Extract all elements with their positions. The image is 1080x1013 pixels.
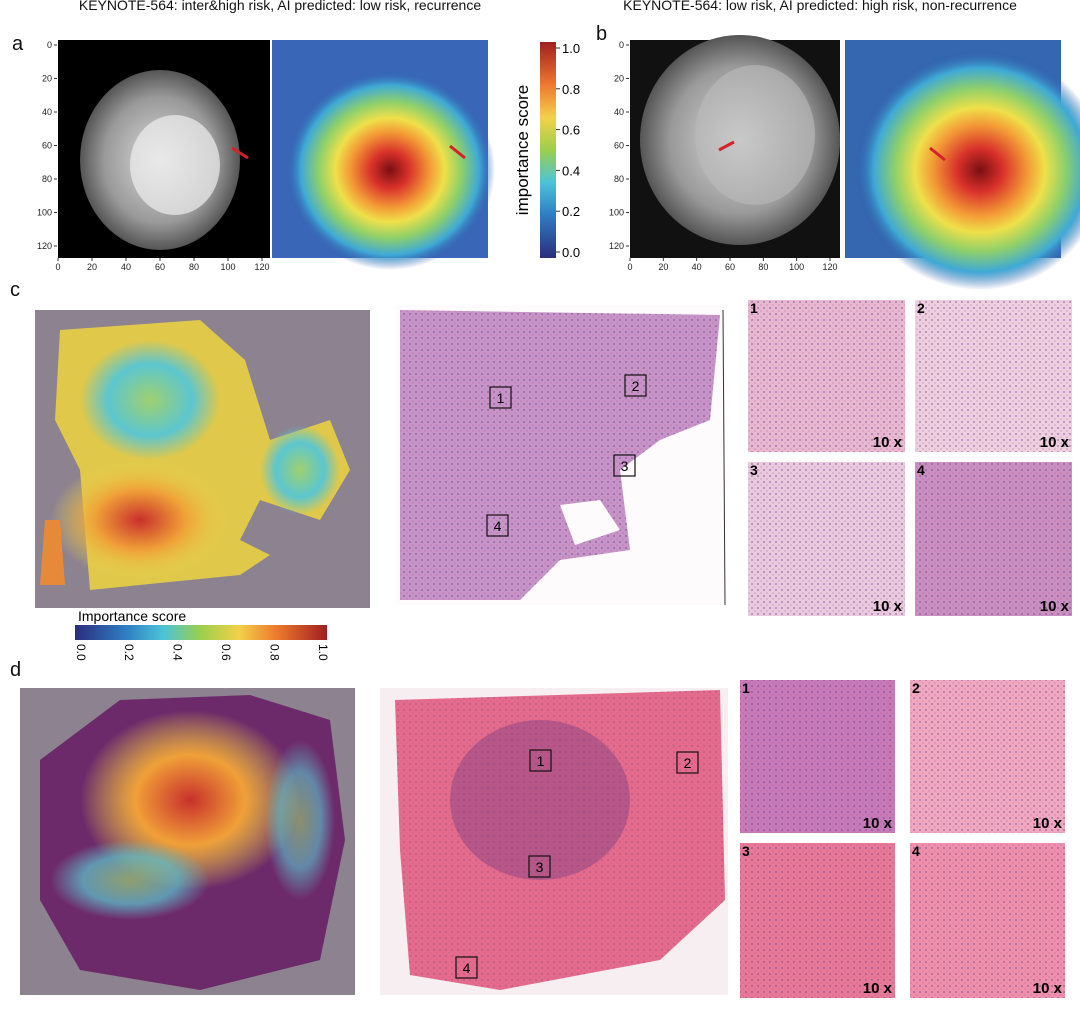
heatmap-d <box>20 688 355 995</box>
ct-image-b <box>630 35 840 258</box>
x-tick-label: 120 <box>254 262 269 272</box>
heatmap-c <box>35 310 370 608</box>
inset-number: 4 <box>912 843 920 859</box>
colorbar-tick-label: 0.2 <box>122 644 136 661</box>
magnification-label: 10 x <box>1040 434 1070 451</box>
region-box <box>624 374 647 397</box>
colorbar <box>540 42 556 258</box>
region-box <box>528 855 551 878</box>
histology-texture <box>740 843 895 998</box>
colorbar-label: importance score <box>513 85 532 215</box>
magnification-label: 10 x <box>1033 815 1063 832</box>
colorbar-tick-label: 1.0 <box>562 41 580 56</box>
panel-label: d <box>10 659 21 681</box>
y-tick-label: 60 <box>42 141 52 151</box>
region-box <box>455 956 478 979</box>
x-tick-label: 40 <box>692 262 702 272</box>
magnification-label: 10 x <box>1040 598 1070 615</box>
panel-label: b <box>596 23 607 45</box>
panel-label: c <box>10 279 20 301</box>
colorbar-tick-label: 0.6 <box>219 644 233 661</box>
histology-texture <box>910 680 1065 833</box>
inset-number: 3 <box>750 462 758 478</box>
x-tick-label: 40 <box>121 262 131 272</box>
x-tick-label: 80 <box>189 262 199 272</box>
y-tick-label: 120 <box>37 241 52 251</box>
histology-texture <box>915 462 1072 616</box>
region-label: 1 <box>497 390 505 406</box>
region-box <box>486 514 509 537</box>
y-tick-label: 20 <box>42 74 52 84</box>
y-tick-label: 0 <box>47 40 52 50</box>
colorbar-tick-label: 0.4 <box>171 644 185 661</box>
x-tick-label: 120 <box>822 262 837 272</box>
region-label: 3 <box>536 859 544 875</box>
region-label: 4 <box>494 518 502 534</box>
colorbar-tick-label: 1.0 <box>316 644 330 661</box>
histology-texture <box>910 843 1065 998</box>
colorbar <box>75 625 327 640</box>
x-tick-label: 100 <box>789 262 804 272</box>
x-tick-label: 80 <box>758 262 768 272</box>
figure-title: KEYNOTE-564: low risk, AI predicted: hig… <box>623 0 1017 13</box>
magnification-label: 10 x <box>863 815 893 832</box>
region-box <box>489 386 512 409</box>
x-tick-label: 100 <box>220 262 235 272</box>
he-slide-c <box>395 305 726 606</box>
inset-number: 1 <box>750 300 758 316</box>
inset-number: 3 <box>742 843 750 859</box>
colorbar-tick-label: 0.2 <box>562 204 580 219</box>
y-tick-label: 60 <box>614 141 624 151</box>
x-tick-label: 20 <box>87 262 97 272</box>
x-tick-label: 60 <box>725 262 735 272</box>
heatmap-b <box>845 40 1080 290</box>
he-slide-d <box>380 688 728 995</box>
histology-texture <box>740 680 895 833</box>
y-tick-label: 120 <box>609 241 624 251</box>
magnification-label: 10 x <box>1033 980 1063 997</box>
y-tick-label: 40 <box>42 107 52 117</box>
colorbar-tick-label: 0.0 <box>74 644 88 661</box>
y-tick-label: 20 <box>614 74 624 84</box>
inset-number: 2 <box>917 300 925 316</box>
colorbar-tick-label: 0.8 <box>267 644 281 661</box>
region-label: 2 <box>632 378 640 394</box>
panel-label: a <box>12 33 24 55</box>
histology-texture <box>748 462 905 616</box>
histology-texture <box>748 300 905 452</box>
y-tick-label: 100 <box>609 208 624 218</box>
region-box <box>529 749 552 772</box>
x-tick-label: 20 <box>658 262 668 272</box>
colorbar-label: Importance score <box>78 608 186 624</box>
x-tick-label: 0 <box>55 262 60 272</box>
colorbar-tick-label: 0.0 <box>562 245 580 260</box>
magnification-label: 10 x <box>873 434 903 451</box>
colorbar-tick-label: 0.4 <box>562 163 580 178</box>
inset-number: 2 <box>912 680 920 696</box>
x-tick-label: 0 <box>627 262 632 272</box>
x-tick-label: 60 <box>155 262 165 272</box>
histology-texture <box>915 300 1072 452</box>
inset-number: 4 <box>917 462 925 478</box>
region-label: 4 <box>463 960 471 976</box>
magnification-label: 10 x <box>863 980 893 997</box>
colorbar-tick-label: 0.8 <box>562 82 580 97</box>
inset-number: 1 <box>742 680 750 696</box>
figure-title: KEYNOTE-564: inter&high risk, AI predict… <box>79 0 481 13</box>
region-box <box>676 751 699 774</box>
y-tick-label: 0 <box>619 40 624 50</box>
y-tick-label: 40 <box>614 107 624 117</box>
y-tick-label: 80 <box>42 174 52 184</box>
region-box <box>613 454 636 477</box>
region-label: 3 <box>621 458 629 474</box>
colorbar-tick-label: 0.6 <box>562 123 580 138</box>
y-tick-label: 80 <box>614 174 624 184</box>
region-label: 1 <box>537 753 545 769</box>
magnification-label: 10 x <box>873 598 903 615</box>
region-label: 2 <box>684 755 692 771</box>
y-tick-label: 100 <box>37 208 52 218</box>
heatmap-a <box>272 40 495 270</box>
ct-image-a <box>58 40 270 258</box>
